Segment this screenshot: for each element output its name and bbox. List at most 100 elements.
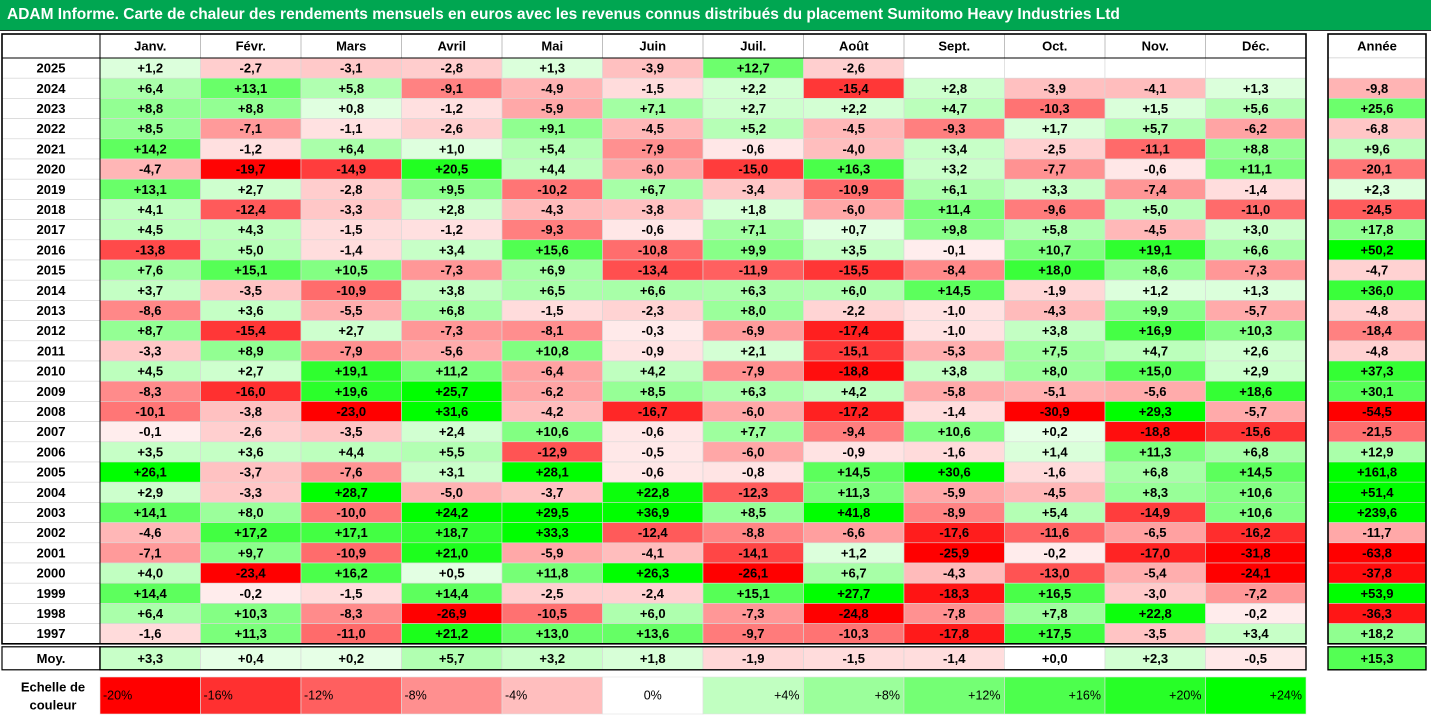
cell-value: -3,5 [340, 424, 362, 439]
annual-value: -63,8 [1362, 545, 1392, 560]
cell-value: +7,6 [137, 263, 163, 278]
cell-value: -7,3 [1245, 263, 1267, 278]
month-header: Mars [336, 39, 366, 54]
year-label: 2012 [37, 323, 66, 338]
cell-value: -10,8 [638, 242, 668, 257]
cell-value: -7,2 [1245, 586, 1267, 601]
cell-value: +9,9 [740, 242, 766, 257]
scale-label: -16% [204, 689, 233, 703]
cell-value: -0,2 [240, 586, 262, 601]
cell-value: -10,9 [336, 283, 366, 298]
cell-value: +5,4 [539, 141, 565, 156]
cell-value: +2,8 [941, 81, 967, 96]
scale-label: -20% [103, 689, 132, 703]
cell-value: +17,2 [234, 525, 267, 540]
cell-value: -7,4 [1144, 182, 1167, 197]
cell-value: -2,5 [1044, 141, 1066, 156]
cell-value: -16,7 [638, 404, 668, 419]
cell-value: +5,8 [1042, 222, 1068, 237]
year-label: 2009 [37, 384, 66, 399]
cell-value: -10,9 [839, 182, 869, 197]
year-label: 2023 [37, 101, 66, 116]
month-header: Août [839, 39, 869, 54]
cell-value: -1,5 [340, 586, 362, 601]
month-header: Mai [541, 39, 563, 54]
annual-value: +51,4 [1361, 485, 1395, 500]
cell-value: +3,3 [1042, 182, 1068, 197]
scale-swatch [1104, 676, 1206, 715]
cell-value: -6,2 [1245, 121, 1267, 136]
cell-value: -26,1 [738, 566, 768, 581]
year-label: 2006 [37, 444, 66, 459]
month-header: Avril [438, 39, 466, 54]
cell-value: -9,7 [742, 626, 764, 641]
cell-value: -4,3 [1044, 303, 1066, 318]
cell-value: +6,5 [539, 283, 565, 298]
cell-value: -8,3 [139, 384, 161, 399]
cell-value: -11,9 [739, 263, 768, 278]
annual-cell [1327, 57, 1427, 79]
cell-value: +2,9 [1243, 364, 1269, 379]
cell-value: -4,5 [843, 121, 865, 136]
cell-value: +15,1 [737, 586, 770, 601]
cell-value: +3,8 [439, 283, 465, 298]
cell-value: -6,6 [843, 525, 865, 540]
cell-value: -1,1 [340, 121, 362, 136]
cell-value: +19,1 [335, 364, 368, 379]
cell-value: -4,5 [642, 121, 664, 136]
cell-value: -25,9 [939, 545, 969, 560]
cell-value: -5,9 [943, 485, 965, 500]
cell-value: -0,9 [843, 444, 865, 459]
cell-value: +5,5 [439, 444, 465, 459]
cell-value: +10,3 [234, 606, 267, 621]
cell-value: -2,6 [843, 61, 865, 76]
cell-value: +8,3 [1142, 485, 1168, 500]
annual-value: -24,5 [1362, 202, 1392, 217]
scale-swatch [200, 676, 302, 715]
year-label: 2005 [37, 465, 66, 480]
annual-value: +2,3 [1364, 182, 1390, 197]
cell-value: -0,9 [642, 343, 664, 358]
cell-value: +17,5 [1038, 626, 1071, 641]
cell-value: -4,9 [541, 81, 563, 96]
cell-value: +4,3 [238, 222, 264, 237]
cell-value: -2,4 [642, 586, 665, 601]
annual-value: +30,1 [1361, 384, 1394, 399]
cell-value: -8,6 [139, 303, 161, 318]
cell-value: -18,8 [1140, 424, 1170, 439]
cell-value: -0,2 [1044, 545, 1066, 560]
cell-value: -14,9 [336, 162, 366, 177]
cell-value: +1,5 [1142, 101, 1168, 116]
cell-value: -23,0 [336, 404, 366, 419]
cell-value: -10,3 [839, 626, 869, 641]
annual-value: +25,6 [1361, 101, 1394, 116]
cell-value: -2,7 [240, 61, 262, 76]
cell-value: +4,2 [640, 364, 666, 379]
cell-value: -3,3 [340, 202, 362, 217]
cell-value: +1,2 [137, 61, 163, 76]
cell-value: +14,5 [1239, 465, 1272, 480]
cell-value: +11,2 [436, 364, 468, 379]
scale-swatch [903, 676, 1005, 715]
cell-value: +4,5 [137, 222, 163, 237]
annual-value: +161,8 [1357, 465, 1397, 480]
cell-value: +6,0 [640, 606, 666, 621]
cell-value: -9,6 [1044, 202, 1066, 217]
cell-value: -0,2 [1245, 606, 1267, 621]
month-header: Janv. [134, 39, 166, 54]
cell-value: +16,3 [837, 162, 870, 177]
cell-value: +3,6 [238, 303, 264, 318]
cell-value: +8,8 [137, 101, 163, 116]
cell-value: +8,8 [238, 101, 264, 116]
cell-value: +5,0 [238, 242, 264, 257]
cell-value: -0,6 [642, 465, 664, 480]
cell-value: -8,3 [340, 606, 362, 621]
annual-value: -6,8 [1366, 121, 1388, 136]
cell-value: +19,1 [1139, 242, 1172, 257]
cell-value: +10,6 [938, 424, 971, 439]
cell-value: +4,5 [137, 364, 163, 379]
average-label: Moy. [37, 651, 66, 666]
cell-value: -3,9 [642, 61, 664, 76]
cell-value: +28,7 [335, 485, 368, 500]
